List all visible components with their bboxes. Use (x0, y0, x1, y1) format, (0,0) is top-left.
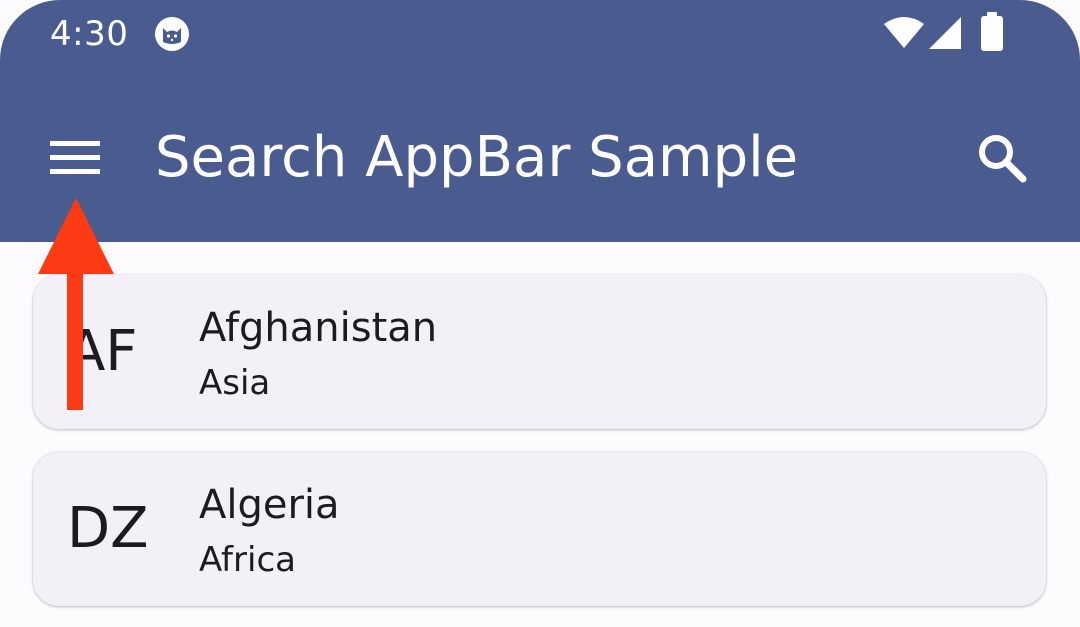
hamburger-menu-icon (50, 141, 100, 174)
menu-button[interactable] (40, 122, 112, 194)
search-icon (979, 135, 1027, 183)
country-list-item[interactable]: AF Afghanistan Asia (33, 275, 1046, 429)
app-bar: Search AppBar Sample (0, 70, 1080, 242)
search-button[interactable] (966, 122, 1038, 194)
country-code: AF (67, 319, 138, 384)
cellular-signal-icon (929, 17, 961, 49)
status-time: 4:30 (50, 14, 129, 54)
country-region: Asia (199, 363, 271, 403)
battery-icon (981, 12, 1003, 51)
country-name: Algeria (199, 482, 340, 528)
top-app-header: 4:30 (0, 0, 1080, 242)
country-code: DZ (67, 496, 149, 561)
country-name: Afghanistan (199, 305, 438, 351)
country-list-item[interactable]: DZ Algeria Africa (33, 452, 1046, 606)
status-bar: 4:30 (0, 0, 1080, 70)
country-region: Africa (199, 540, 296, 580)
app-bar-title: Search AppBar Sample (155, 125, 799, 190)
wifi-icon (884, 17, 924, 48)
cat-notification-icon (155, 17, 189, 51)
